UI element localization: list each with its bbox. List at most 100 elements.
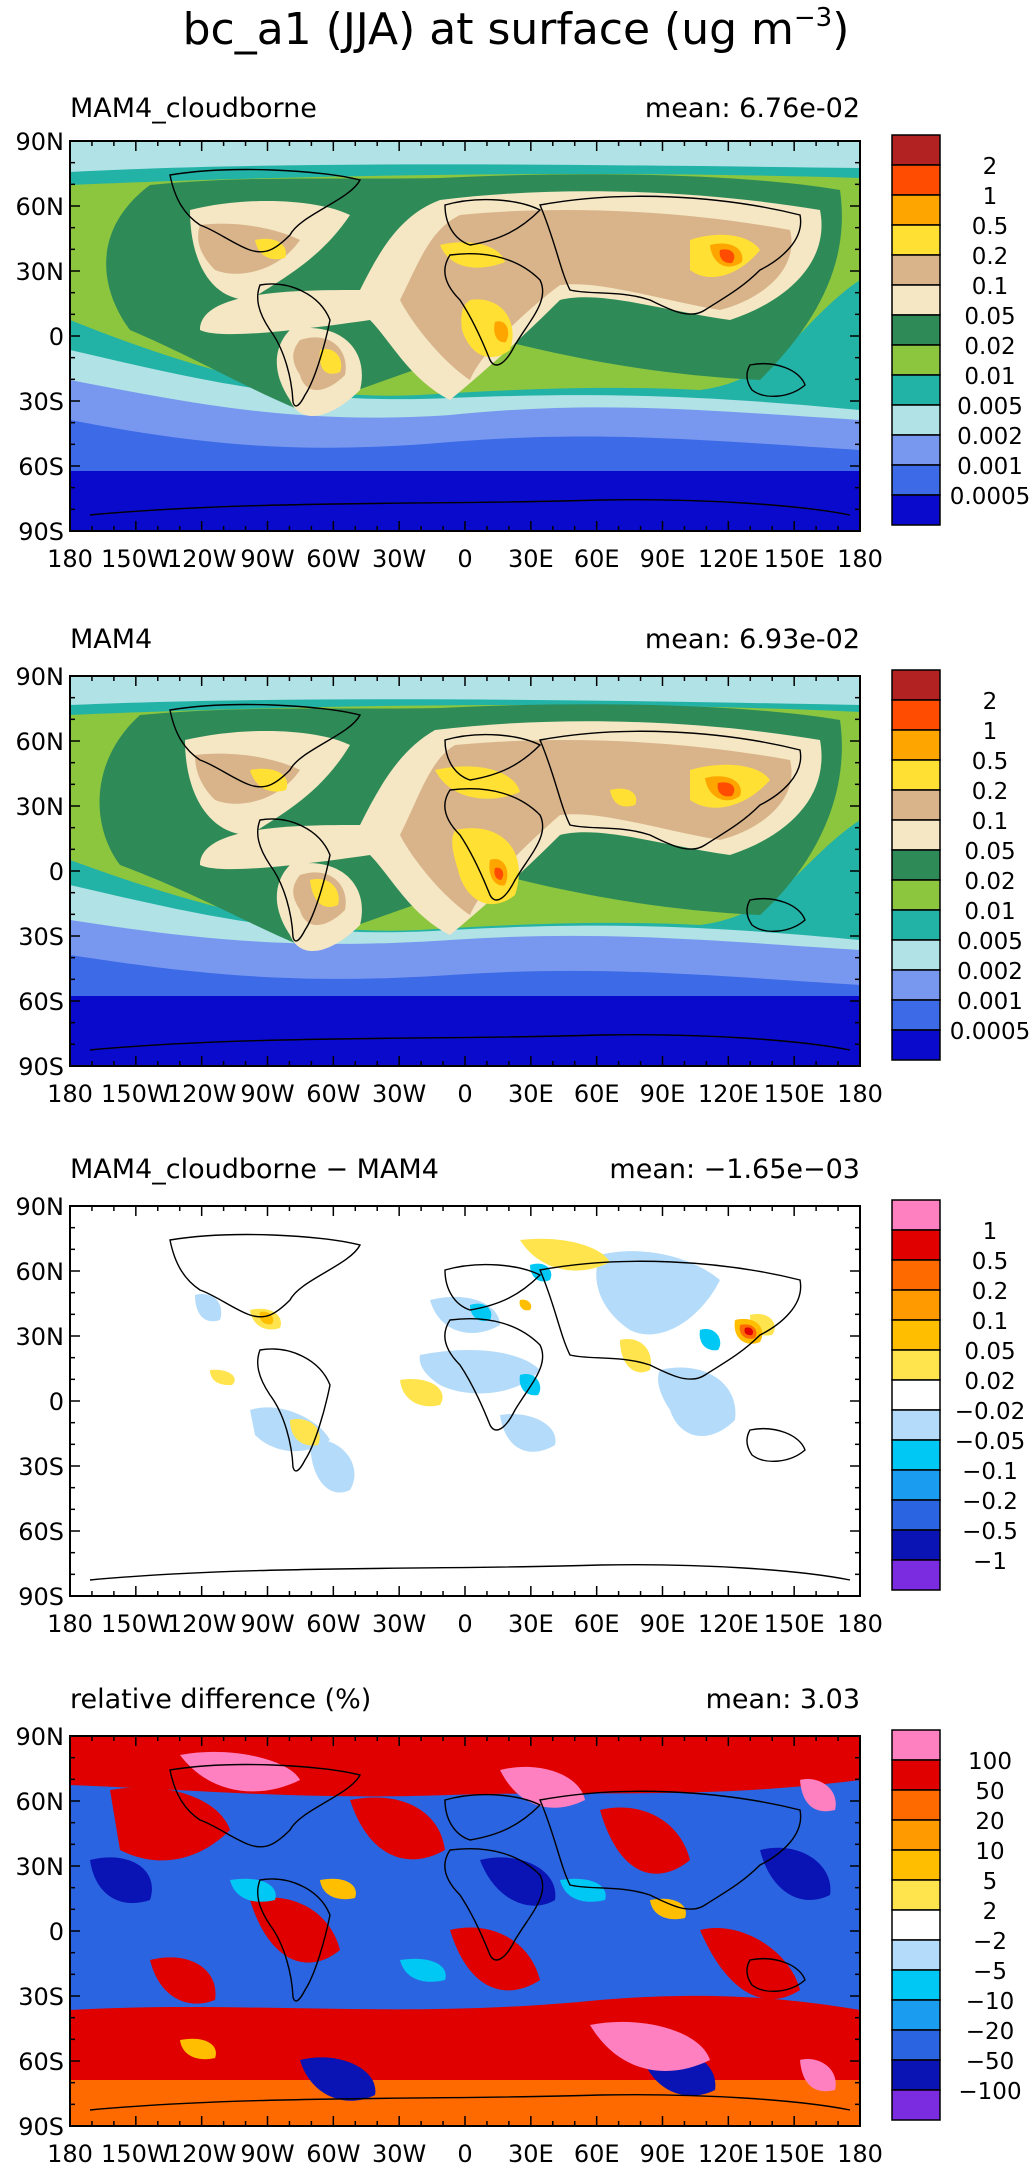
lon-tick-label: 150W [101,1610,171,1638]
colorbar-label: 0.0005 [950,484,1030,510]
colorbar-label: 0.05 [964,304,1015,330]
panel-1: MAM4_cloudborne mean: 6.76e-02 [70,93,860,531]
lat-tick-label: 60S [18,988,64,1016]
lon-tick-label: 180 [837,545,883,573]
colorbar-label: 0.5 [972,214,1009,240]
colorbar-label: −2 [973,1929,1007,1955]
lon-tick-label: 30E [508,1080,554,1108]
colorbar-swatch [891,699,941,731]
lon-tick-label: 180 [837,1610,883,1638]
lon-tick-label: 90W [240,545,294,573]
panel-label: relative difference (%) [70,1684,371,1715]
colorbar-label: 0.1 [972,809,1009,835]
colorbar-swatch [891,999,941,1031]
colorbar-swatch [891,464,941,496]
colorbar-swatch [891,1499,941,1531]
colorbar-label: 0.05 [964,1339,1015,1365]
colorbar-label: −5 [973,1959,1007,1985]
lon-tick-label: 180 [47,545,93,573]
lon-tick-label: 60E [574,545,620,573]
lat-tick-label: 90S [18,2113,64,2141]
lon-tick-label: 150W [101,1080,171,1108]
colorbar-label: −50 [966,2049,1015,2075]
colorbar-label: −0.05 [955,1429,1025,1455]
panel-3: MAM4_cloudborne − MAM4 mean: −1.65e−03 [70,1154,860,1596]
colorbar-swatch [891,1529,941,1561]
colorbar-label: 1 [983,184,998,210]
lat-tick-label: 90S [18,518,64,546]
lon-tick-label: 90E [640,1610,686,1638]
colorbar-label: 0.02 [964,1369,1015,1395]
colorbar-swatch [891,374,941,406]
lon-tick-label: 60E [574,1610,620,1638]
colorbar-swatch [891,729,941,761]
colorbar-swatch [891,134,941,166]
panel-mean: mean: 3.03 [706,1684,860,1715]
lon-tick-label: 0 [457,1080,472,1108]
colorbar-label: −100 [958,2079,1021,2105]
lon-tick-label: 150E [764,2140,825,2168]
colorbar-swatch [891,789,941,821]
colorbar-swatch [891,1409,941,1441]
panel-label: MAM4_cloudborne [70,93,317,124]
colorbar-label: 0.001 [957,989,1023,1015]
colorbar-label: 2 [983,1899,998,1925]
lat-tick-label: 90N [16,1723,65,1751]
colorbar-swatch [891,669,941,701]
colorbar-label: −1 [973,1549,1007,1575]
colorbar-swatch [891,434,941,466]
colorbar-swatch [891,1259,941,1291]
lon-tick-label: 30W [372,2140,426,2168]
lon-tick-label: 180 [47,1080,93,1108]
colorbar-label: 0.01 [964,899,1015,925]
lon-tick-label: 120W [167,1610,237,1638]
colorbar-swatch [891,1439,941,1471]
lat-tick-label: 90S [18,1053,64,1081]
colorbar-swatch [891,2029,941,2061]
colorbar-swatch [891,939,941,971]
colorbar-swatch [891,494,941,526]
colorbar-swatch [891,1789,941,1821]
lon-tick-label: 30W [372,1080,426,1108]
lon-tick-label: 0 [457,1610,472,1638]
colorbar-swatch [891,819,941,851]
colorbar-swatch [891,1819,941,1851]
lat-tick-label: 30N [16,1323,65,1351]
colorbar-swatch [891,1029,941,1061]
lon-tick-label: 180 [837,2140,883,2168]
panel-2: MAM4 mean: 6.93e-02 [70,624,860,1066]
lat-tick-label: 60S [18,2048,64,2076]
panel-label: MAM4_cloudborne − MAM4 [70,1154,439,1185]
lon-tick-label: 150E [764,545,825,573]
colorbar-label: 1 [983,1219,998,1245]
colorbar-label: 2 [983,154,998,180]
colorbar-swatch [891,344,941,376]
colorbar-label: 0.005 [957,929,1023,955]
colorbar-swatch [891,1289,941,1321]
colorbar-swatch [891,1909,941,1941]
colorbar-swatch [891,284,941,316]
lat-tick-label: 30S [18,388,64,416]
coastlines [89,1763,851,2111]
lat-tick-label: 30N [16,1853,65,1881]
colorbar-swatch [891,1559,941,1591]
lon-tick-label: 90E [640,1080,686,1108]
panel-mean: mean: 6.93e-02 [645,624,860,655]
lon-tick-label: 150E [764,1080,825,1108]
lat-tick-label: 90S [18,1583,64,1611]
lat-tick-label: 0 [49,323,64,351]
lat-tick-label: 30S [18,1453,64,1481]
lon-tick-label: 180 [47,1610,93,1638]
map-frames [69,140,861,2127]
colorbar-swatch [891,194,941,226]
colorbar-swatch [891,1319,941,1351]
panel-mean: mean: 6.76e-02 [645,93,860,124]
colorbar-label: −20 [966,2019,1015,2045]
colorbar-label: −0.2 [962,1489,1018,1515]
colorbar-swatch [891,1199,941,1231]
colorbar-swatch [891,1759,941,1791]
lat-tick-label: 60N [16,193,65,221]
colorbar-label: 20 [975,1809,1004,1835]
